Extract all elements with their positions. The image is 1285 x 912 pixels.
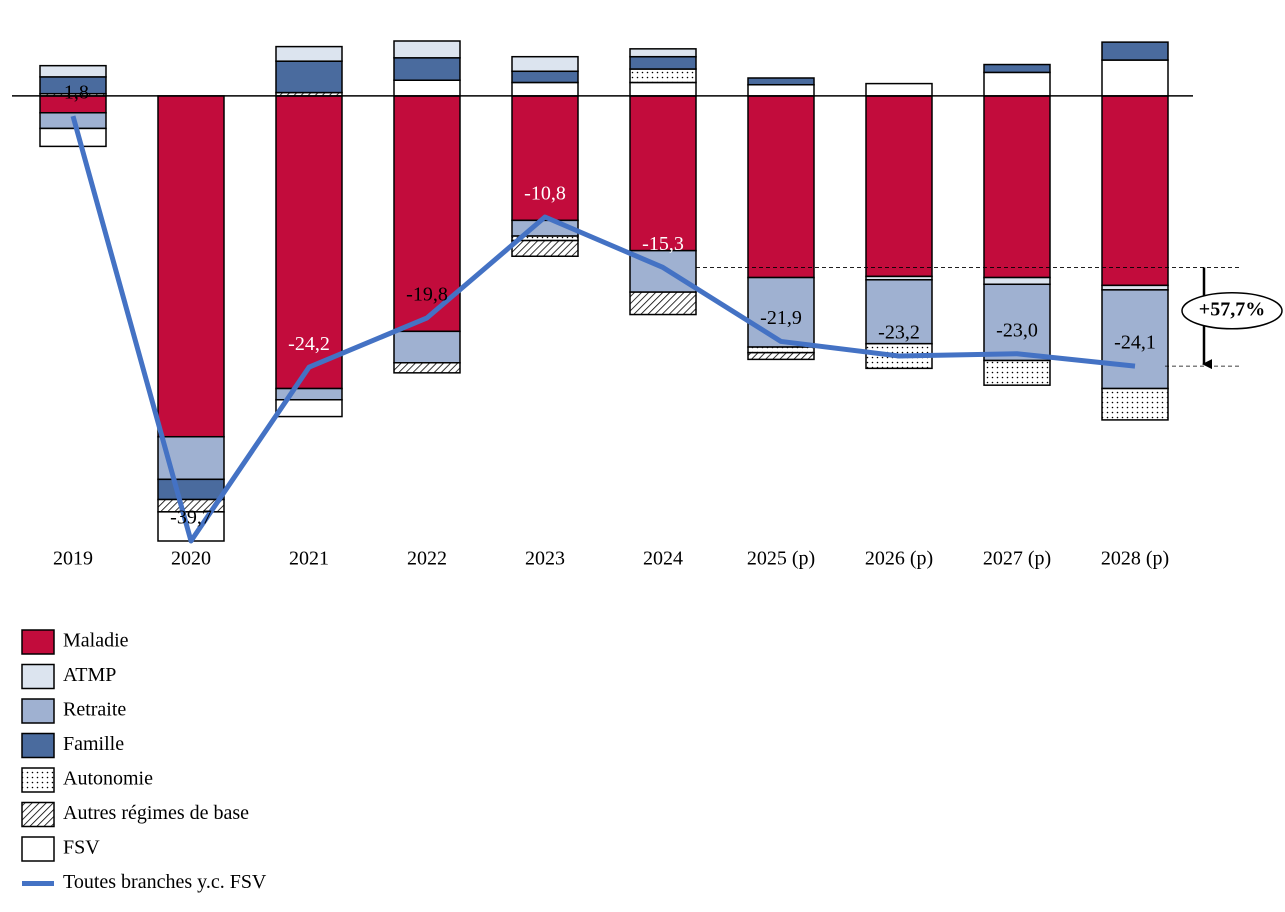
bar-segment [157, 95, 225, 438]
x-tick-label: 2019 [53, 548, 93, 570]
annotation-bubble [1181, 292, 1283, 330]
bar-segment [157, 478, 225, 501]
data-label: -23,0 [996, 319, 1038, 341]
bar-segment [1101, 59, 1169, 97]
bar-segment [865, 82, 933, 97]
bar-segment [393, 40, 461, 59]
data-label: -21,9 [760, 307, 802, 329]
bar-segment [983, 359, 1051, 386]
bar-segment [1101, 289, 1169, 390]
x-tick-label: 2021 [289, 548, 329, 570]
bar-segment [1101, 41, 1169, 61]
legend-swatch [21, 767, 55, 793]
bar-segment [629, 48, 697, 58]
legend-label: Autonomie [63, 768, 153, 790]
bar-segment [393, 79, 461, 97]
bar-segment [629, 68, 697, 84]
bar-segment [629, 291, 697, 316]
x-tick-label: 2025 (p) [747, 548, 815, 570]
bar-segment [747, 77, 815, 86]
x-tick-label: 2022 [407, 548, 447, 570]
data-label: -1,8 [57, 82, 89, 104]
bar-segment [747, 351, 815, 361]
x-tick-label: 2027 (p) [983, 548, 1051, 570]
data-label: -24,2 [288, 333, 330, 355]
data-label: -23,2 [878, 322, 920, 344]
bar-segment [511, 95, 579, 222]
legend-label: FSV [63, 837, 100, 859]
legend-label: Famille [63, 733, 124, 755]
bar-segment [629, 55, 697, 70]
legend-label: Toutes branches y.c. FSV [63, 871, 267, 893]
x-tick-label: 2020 [171, 548, 211, 570]
bar-segment [747, 95, 815, 279]
bar-segment [511, 239, 579, 257]
bar-segment [983, 283, 1051, 362]
bar-segment [747, 276, 815, 348]
bar-segment [983, 276, 1051, 286]
legend-swatch [21, 732, 55, 759]
data-label: -39,7 [170, 507, 212, 529]
bar-segment [511, 70, 579, 84]
annotation: +57,7% [1199, 298, 1265, 320]
bar-segment [1101, 95, 1169, 287]
legend-label: ATMP [63, 664, 116, 686]
x-tick-label: 2024 [643, 548, 683, 570]
bar-segment [865, 95, 933, 278]
bar-segment [275, 45, 343, 62]
legend-label: Retraite [63, 699, 126, 721]
bar-segment [865, 279, 933, 345]
legend-label: Maladie [63, 630, 129, 652]
bar-segment [393, 361, 461, 374]
legend-swatch [21, 836, 55, 862]
legend-swatch [21, 698, 55, 724]
bar-segment [39, 64, 107, 78]
bar-segment [39, 127, 107, 148]
bar-segment [1101, 387, 1169, 421]
legend-swatch [21, 663, 55, 690]
bar-segment [629, 81, 697, 97]
bar-segment [629, 95, 697, 252]
bar-segment [275, 60, 343, 94]
x-tick-label: 2026 (p) [865, 548, 933, 570]
bar-segment [275, 398, 343, 418]
bar-segment [511, 81, 579, 97]
bar-segment [983, 63, 1051, 74]
bar-segment [511, 55, 579, 73]
legend-swatch [21, 801, 55, 828]
legend-label: Autres régimes de base [63, 802, 249, 824]
data-label: -10,8 [524, 183, 566, 205]
bar-segment [747, 346, 815, 354]
data-label: -19,8 [406, 283, 448, 305]
legend-swatch [21, 629, 55, 655]
bar-segment [983, 71, 1051, 97]
data-label: -15,3 [642, 233, 684, 255]
bar-segment [747, 83, 815, 97]
bar-segment [393, 330, 461, 364]
bar-segment [393, 57, 461, 81]
total-line [70, 115, 1136, 544]
bar-segment [393, 95, 461, 333]
x-tick-label: 2023 [525, 548, 565, 570]
data-label: -24,1 [1114, 332, 1156, 354]
bar-segment [983, 95, 1051, 279]
x-tick-label: 2028 (p) [1101, 548, 1169, 570]
